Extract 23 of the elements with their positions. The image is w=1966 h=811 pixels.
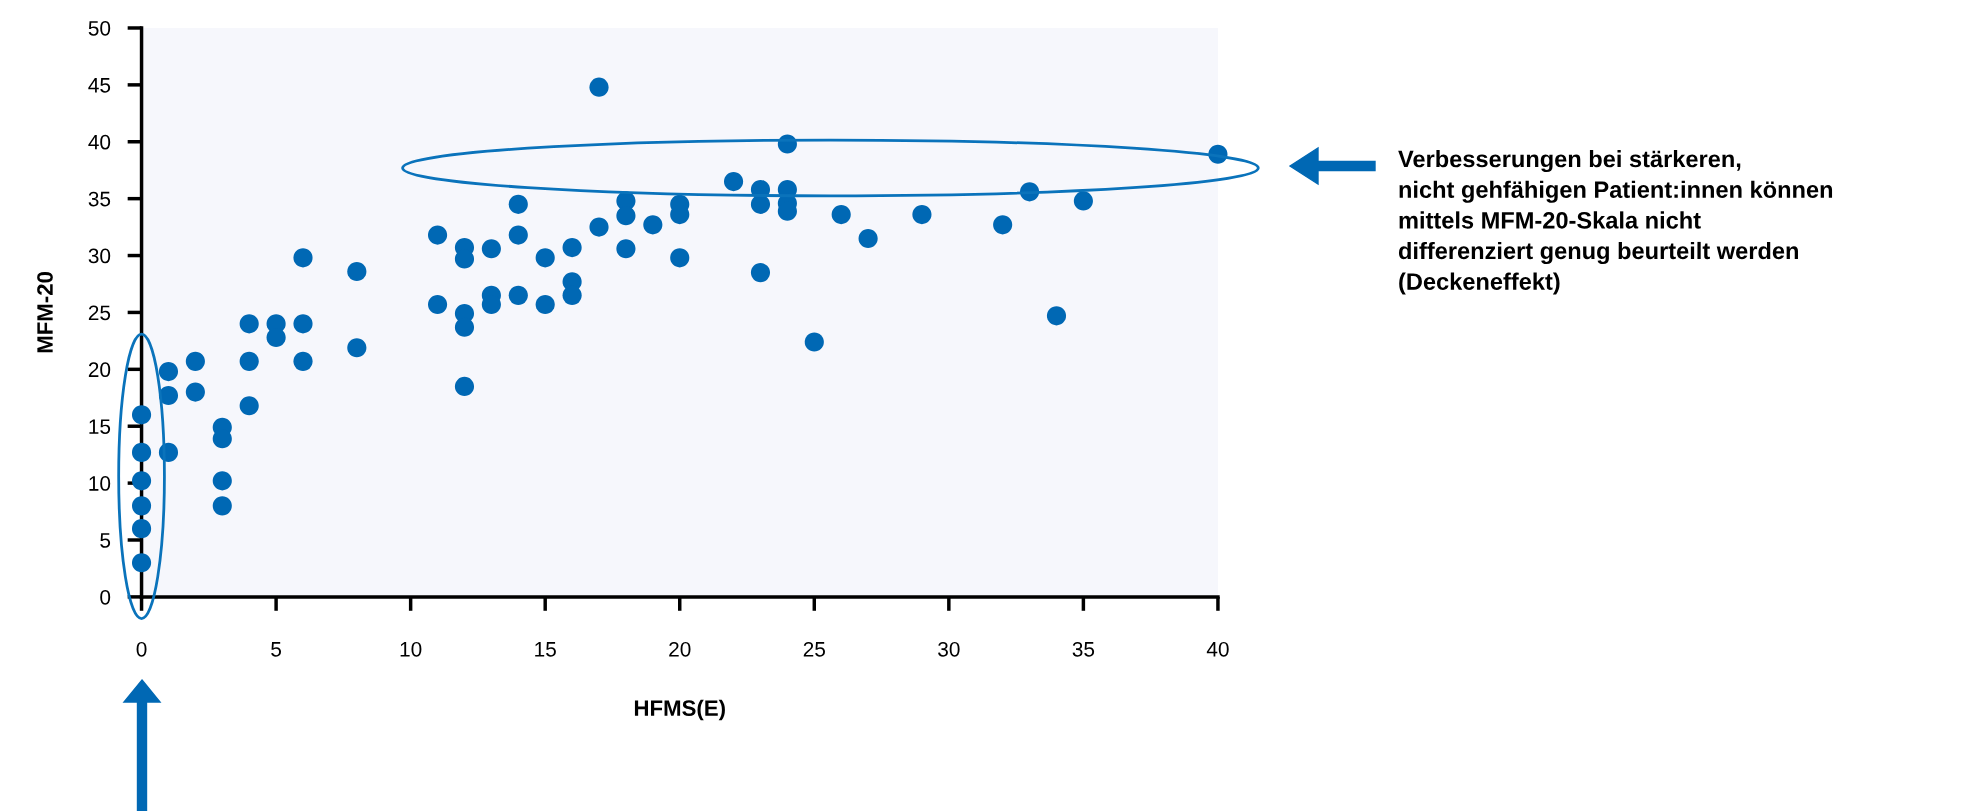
y-tick-label: 35 [88, 191, 111, 207]
x-tick-label: 5 [271, 642, 282, 657]
y-tick-label: 45 [88, 78, 111, 93]
x-tick-label: 35 [1072, 641, 1095, 657]
y-tick-label: 15 [89, 419, 111, 434]
y-axis-title: MFM-20 [37, 271, 53, 353]
x-tick-label: 30 [938, 641, 960, 657]
x-axis-title: HFMS(E) [634, 699, 725, 721]
y-tick-label: 20 [88, 362, 111, 378]
x-tick-label: 15 [535, 642, 556, 657]
y-tick-label: 0 [100, 589, 111, 605]
x-tick-label: 0 [136, 641, 147, 657]
y-tick-label: 10 [89, 476, 111, 491]
y-tick-label: 25 [88, 305, 111, 321]
y-tick-label: 30 [88, 248, 111, 264]
y-tick-label: 5 [100, 533, 111, 548]
x-tick-label: 25 [803, 641, 826, 657]
text: Verbesserungen bei stärkeren, nicht gehfähigen Patient:innen können mittels MFM-20-Skala nicht differenziert genug beurteilt werden (Deckeneffekt) [1398, 150, 1833, 295]
y-tick-label: 50 [88, 20, 111, 36]
x-tick-label: 10 [400, 641, 422, 657]
y-tick-label: 40 [88, 134, 111, 150]
x-tick-label: 40 [1206, 641, 1229, 657]
x-tick-label: 20 [669, 641, 691, 657]
